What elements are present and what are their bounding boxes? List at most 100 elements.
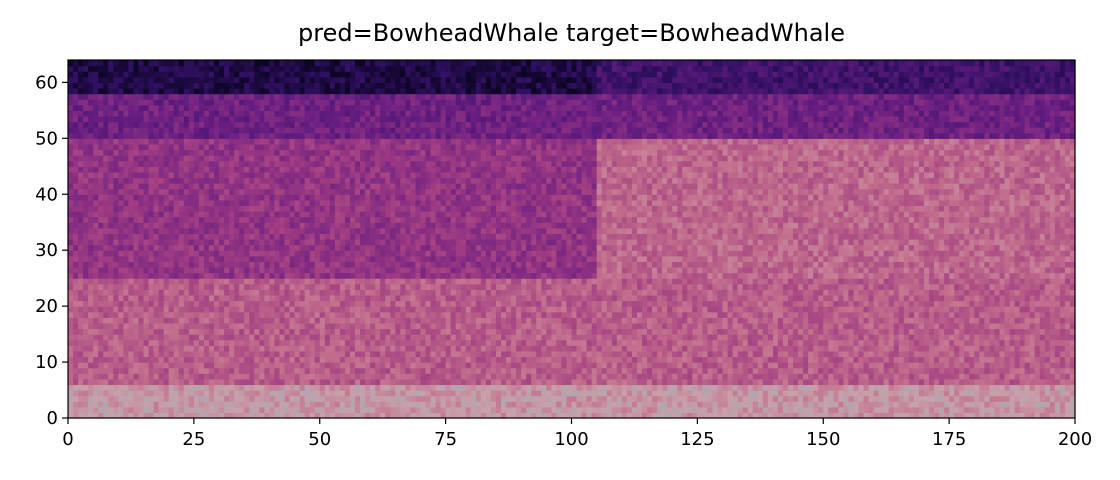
heatmap-cell [727,328,734,335]
heatmap-cell [813,345,819,352]
heatmap-cell [994,311,1001,318]
heatmap-cell [853,311,860,318]
heatmap-cell [1034,406,1041,413]
heatmap-cell [143,356,150,363]
heatmap-cell [344,401,351,408]
heatmap-cell [949,412,955,419]
heatmap-cell [662,278,668,285]
heatmap-cell [465,356,472,363]
heatmap-cell [304,328,311,335]
heatmap-cell [631,395,638,402]
heatmap-cell [621,294,628,302]
heatmap-cell [425,406,432,413]
heatmap-cell [214,317,220,324]
heatmap-cell [178,401,185,408]
heatmap-cell [954,311,960,318]
heatmap-cell [264,294,270,302]
heatmap-cell [546,373,552,380]
heatmap-cell [380,334,386,341]
heatmap-cell [198,367,205,374]
heatmap-cell [365,356,371,363]
heatmap-cell [385,395,391,402]
heatmap-cell [234,322,240,330]
heatmap-cell [344,362,351,369]
heatmap-cell [78,362,84,369]
heatmap-cell [934,322,940,330]
heatmap-cell [677,345,683,352]
heatmap-cell [838,289,844,296]
heatmap-cell [334,373,341,380]
heatmap-cell [516,412,522,419]
heatmap-cell [445,294,452,302]
heatmap-cell [727,294,734,302]
heatmap-cell [113,294,119,302]
heatmap-cell [375,390,381,397]
heatmap-cell [506,311,512,318]
heatmap-cell [1049,378,1056,386]
heatmap-cell [722,328,729,335]
heatmap-cell [702,334,709,341]
heatmap-cell [601,317,608,324]
heatmap-cell [858,412,865,419]
heatmap-cell [737,345,744,352]
heatmap-cell [244,350,250,358]
heatmap-cell [400,395,406,402]
heatmap-cell [722,401,729,408]
heatmap-cell [420,350,427,358]
heatmap-cell [188,328,195,335]
heatmap-cell [490,356,497,363]
heatmap-cell [93,367,99,374]
heatmap-cell [581,412,588,419]
heatmap-cell [939,294,945,302]
heatmap-cell [173,412,180,419]
heatmap-cell [762,345,769,352]
heatmap-cell [717,283,724,290]
heatmap-cell [269,412,276,419]
heatmap-cell [83,278,89,285]
heatmap-cell [969,300,975,307]
heatmap-cell [1054,406,1061,413]
heatmap-cell [848,339,855,346]
heatmap-cell [697,395,704,402]
heatmap-cell [370,317,376,324]
heatmap-cell [168,362,175,369]
heatmap-cell [601,356,608,363]
heatmap-cell [455,373,462,380]
heatmap-cell [143,322,150,330]
heatmap-cell [853,339,860,346]
heatmap-cell [455,334,462,341]
heatmap-cell [717,322,724,330]
heatmap-cell [203,300,210,307]
heatmap-cell [949,278,955,285]
heatmap-cell [979,328,985,335]
heatmap-cell [616,401,623,408]
heatmap-cell [777,306,784,313]
heatmap-cell [319,289,326,296]
heatmap-cell [707,322,714,330]
heatmap-cell [939,278,945,285]
heatmap-cell [425,367,432,374]
heatmap-cell [279,306,286,313]
heatmap-cell [652,362,658,369]
heatmap-cell [495,373,502,380]
heatmap-cell [556,289,563,296]
heatmap-cell [989,362,996,369]
heatmap-cell [168,356,175,363]
heatmap-cell [647,356,653,363]
heatmap-cell [108,294,114,302]
heatmap-cell [586,378,593,386]
heatmap-cell [757,306,764,313]
heatmap-cell [450,350,457,358]
heatmap-cell [274,350,281,358]
heatmap-cell [1039,334,1046,341]
heatmap-cell [526,334,532,341]
heatmap-cell [98,283,104,290]
heatmap-cell [546,390,552,397]
heatmap-cell [999,306,1006,313]
heatmap-cell [777,401,784,408]
heatmap-cell [445,406,452,413]
heatmap-cell [249,356,255,363]
heatmap-cell [400,283,406,290]
heatmap-cell [541,384,547,391]
heatmap-cell [974,322,980,330]
